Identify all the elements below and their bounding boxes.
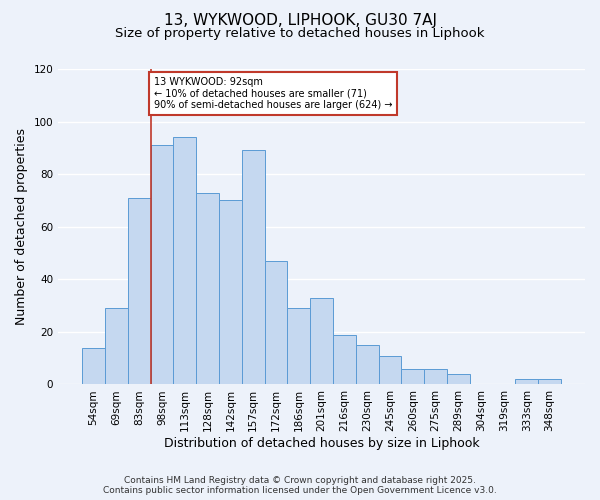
X-axis label: Distribution of detached houses by size in Liphook: Distribution of detached houses by size …	[164, 437, 479, 450]
Bar	[151, 145, 173, 384]
Bar	[310, 298, 333, 384]
Bar	[196, 192, 219, 384]
Text: Size of property relative to detached houses in Liphook: Size of property relative to detached ho…	[115, 28, 485, 40]
Bar	[287, 308, 310, 384]
Text: 13 WYKWOOD: 92sqm
← 10% of detached houses are smaller (71)
90% of semi-detached: 13 WYKWOOD: 92sqm ← 10% of detached hous…	[154, 77, 392, 110]
Bar	[538, 379, 561, 384]
Bar	[401, 368, 424, 384]
Bar	[219, 200, 242, 384]
Bar	[424, 368, 447, 384]
Bar	[173, 138, 196, 384]
Bar	[128, 198, 151, 384]
Bar	[265, 261, 287, 384]
Bar	[515, 379, 538, 384]
Text: 13, WYKWOOD, LIPHOOK, GU30 7AJ: 13, WYKWOOD, LIPHOOK, GU30 7AJ	[163, 12, 437, 28]
Text: Contains HM Land Registry data © Crown copyright and database right 2025.
Contai: Contains HM Land Registry data © Crown c…	[103, 476, 497, 495]
Bar	[379, 356, 401, 384]
Bar	[242, 150, 265, 384]
Bar	[333, 334, 356, 384]
Bar	[82, 348, 105, 385]
Bar	[105, 308, 128, 384]
Bar	[447, 374, 470, 384]
Y-axis label: Number of detached properties: Number of detached properties	[15, 128, 28, 325]
Bar	[356, 345, 379, 385]
